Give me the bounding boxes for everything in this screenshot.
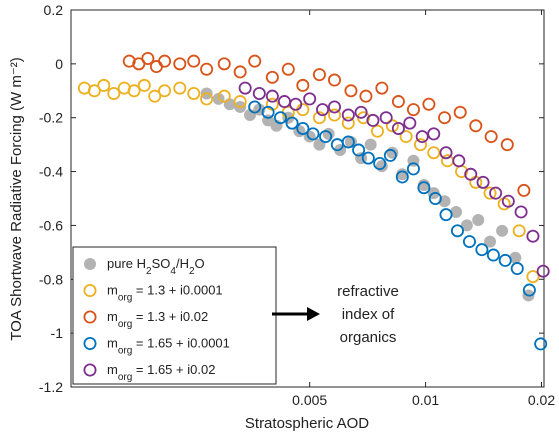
y-axis-label: TOA Shortwave Radiative Forcing (W m⁻²) [8, 57, 25, 341]
y-tick-label: 0 [55, 56, 63, 72]
y-tick-label: 0.2 [44, 2, 64, 18]
x-tick-label: 0.02 [528, 392, 555, 408]
series-0-point [304, 131, 316, 143]
x-axis-label: Stratospheric AOD [245, 415, 369, 432]
x-tick-label: 0.005 [292, 392, 327, 408]
legend-marker-0 [84, 258, 96, 270]
x-tick-label: 0.01 [412, 392, 439, 408]
series-0-point [365, 139, 377, 151]
annotation-line-2: index of [342, 306, 395, 323]
series-0-point [496, 225, 508, 237]
series-0-point [472, 214, 484, 226]
series-0-point [323, 128, 335, 140]
series-0-point [376, 160, 388, 172]
y-tick-label: -1.2 [39, 379, 63, 395]
series-0-point [313, 139, 325, 151]
legend: pure H2SO4/H2O morg = 1.3 + i0.0001 morg =… [73, 247, 276, 384]
annotation-line-1: refractive [337, 283, 399, 300]
annotation-line-3: organics [340, 329, 397, 346]
y-tick-label: -0.6 [39, 217, 63, 233]
y-tick-label: -0.8 [39, 271, 63, 287]
y-tick-label: -0.2 [39, 110, 63, 126]
y-tick-label: -1 [51, 325, 64, 341]
y-tick-label: -0.4 [39, 164, 63, 180]
